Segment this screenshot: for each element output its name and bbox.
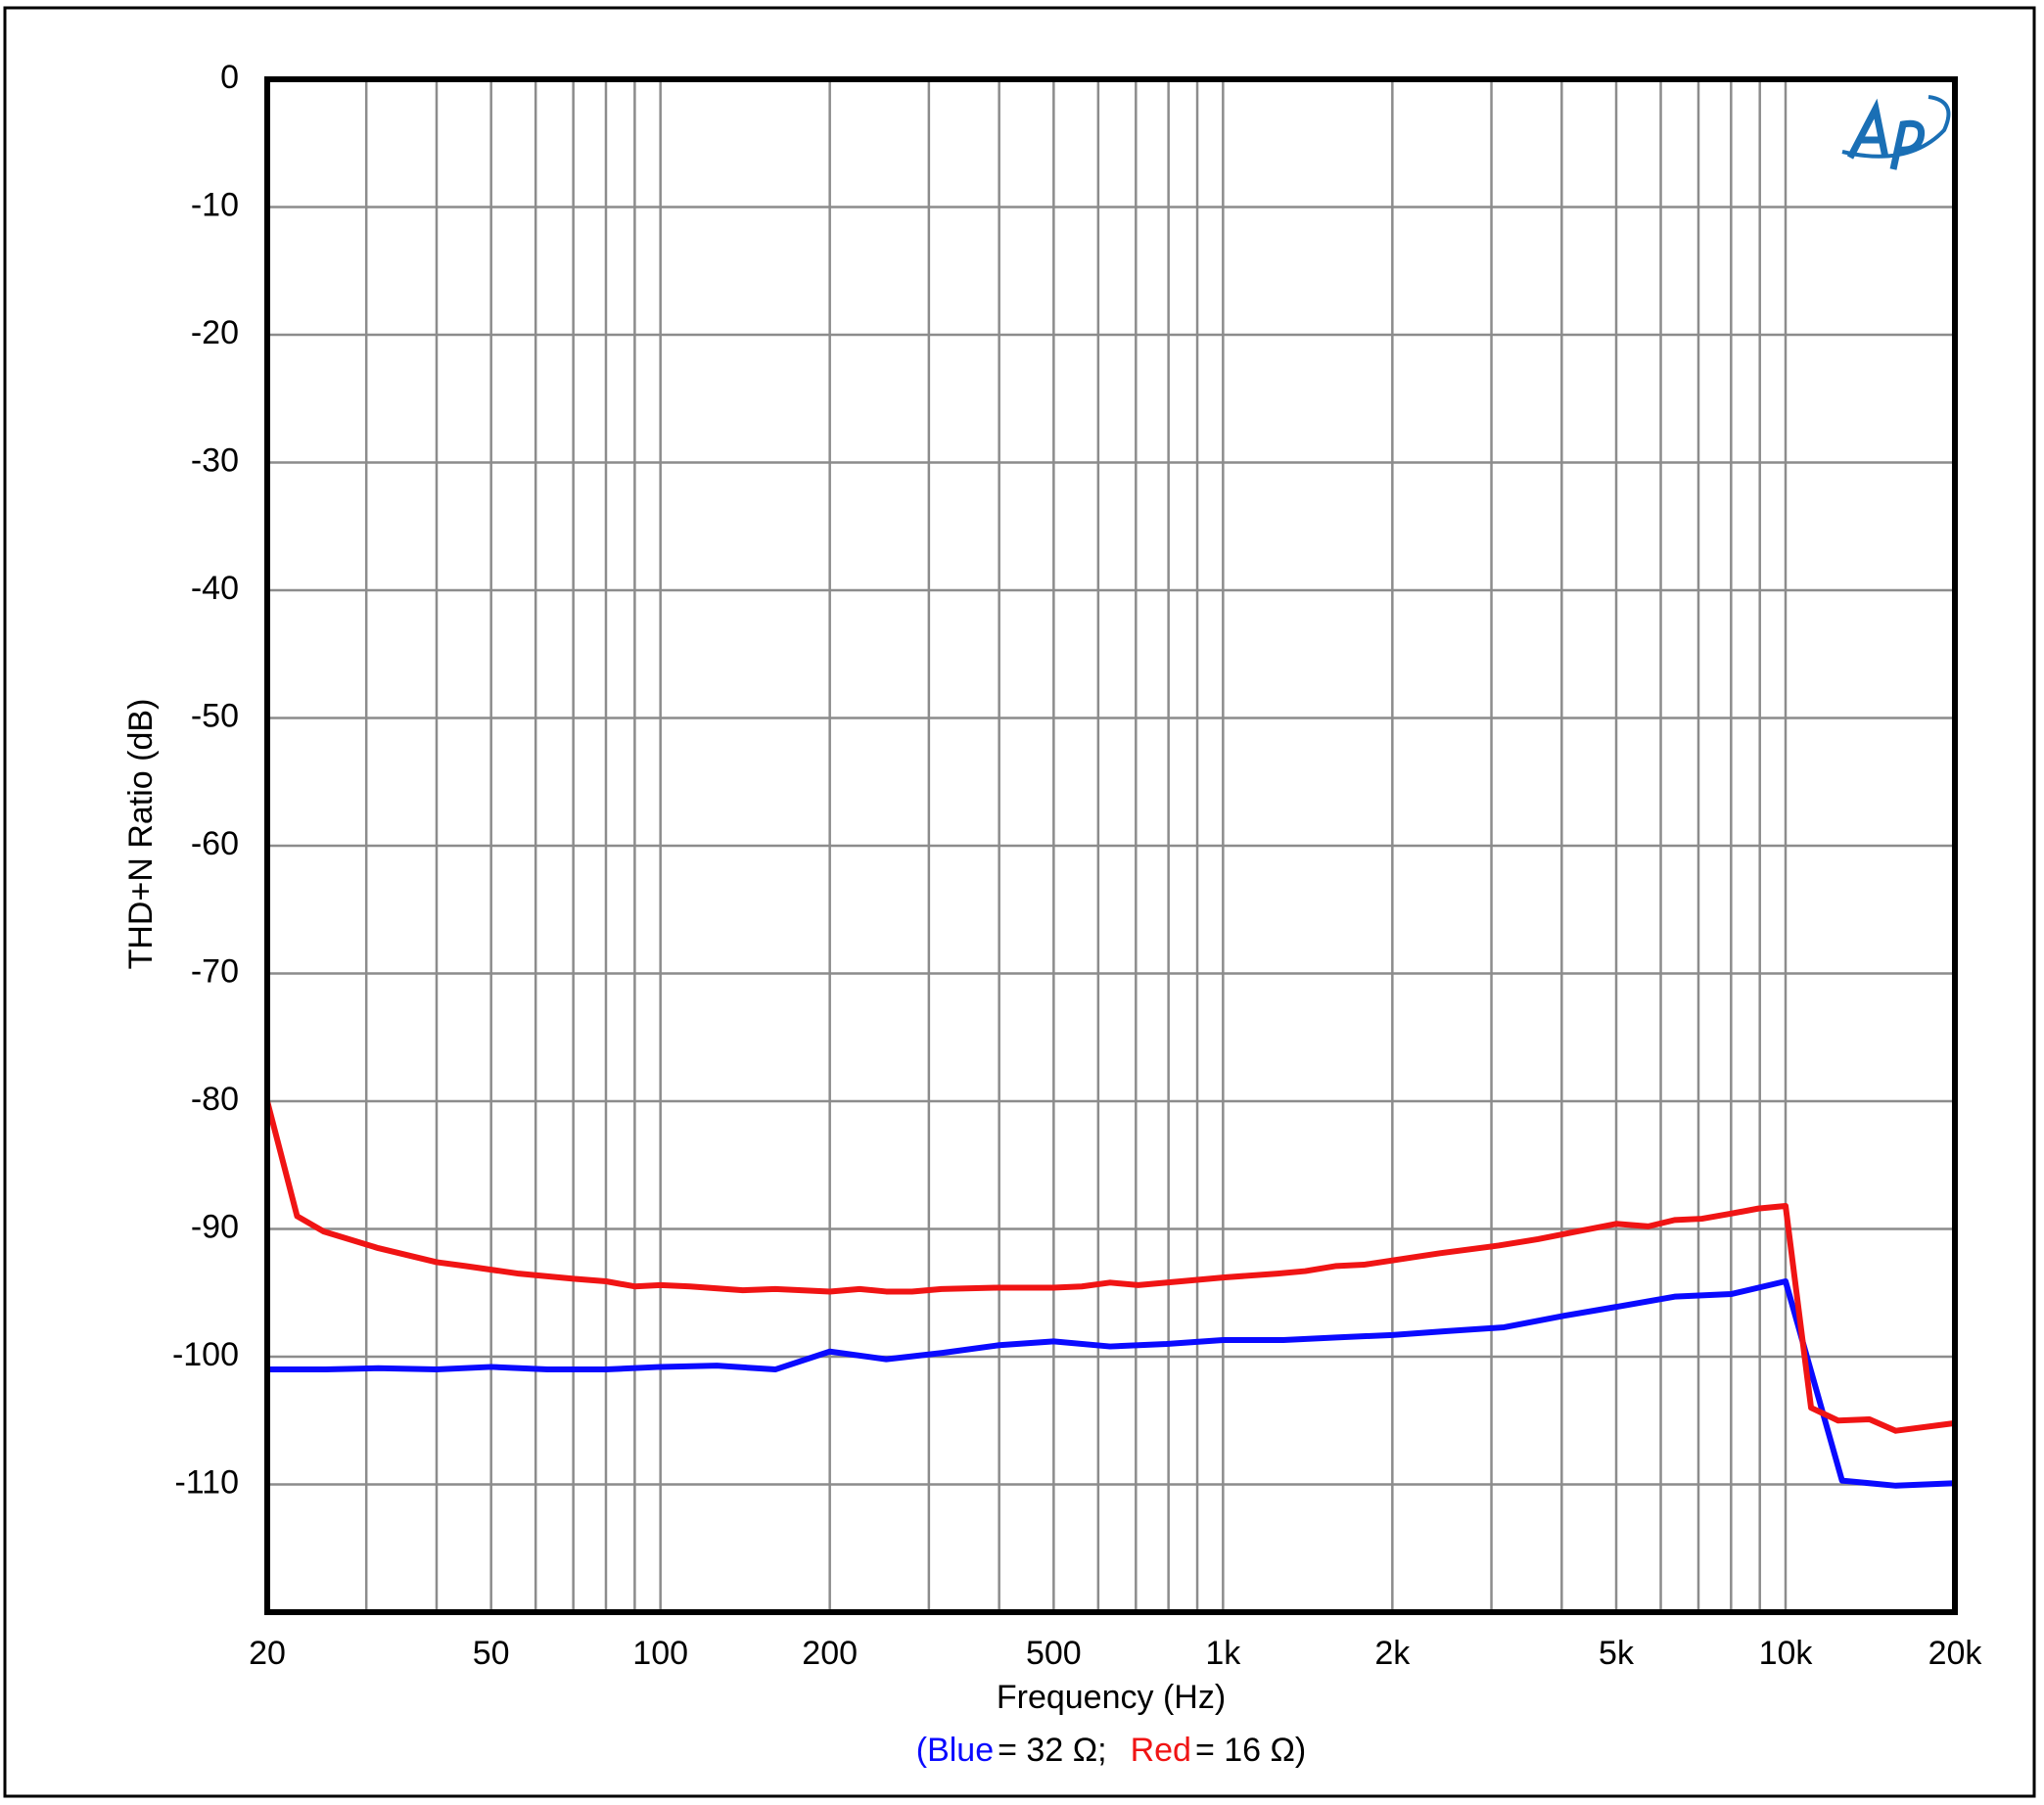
logo-swoosh	[1841, 95, 1951, 159]
legend-label: = 16 Ω)	[1195, 1732, 1306, 1769]
y-tick-label: -90	[191, 1208, 239, 1245]
legend-name: Red	[1131, 1732, 1191, 1769]
x-tick-label: 100	[632, 1635, 688, 1672]
x-tick-label: 50	[473, 1635, 510, 1672]
y-tick-label: -50	[191, 697, 239, 734]
logo-a	[1846, 98, 1889, 160]
y-tick-label: -110	[174, 1463, 239, 1501]
y-tick-label: -20	[191, 314, 239, 351]
series-line	[267, 1278, 1956, 1489]
y-tick-label: -30	[191, 441, 239, 479]
outer-frame	[3, 6, 2036, 1798]
y-tick-label: -40	[191, 570, 239, 607]
y-tick-label: -70	[191, 952, 239, 990]
y-axis-title: THD+N Ratio (dB)	[122, 699, 160, 970]
series-line	[264, 1100, 1956, 1434]
legend-label: = 32 Ω;	[998, 1732, 1106, 1769]
y-tick-label: -10	[191, 186, 239, 223]
y-tick-label: -100	[172, 1336, 239, 1373]
x-tick-label: 5k	[1599, 1635, 1635, 1672]
ap-logo	[1841, 95, 1951, 170]
x-tick-label: 2k	[1374, 1635, 1411, 1672]
x-tick-label: 1k	[1205, 1635, 1241, 1672]
x-tick-label: 500	[1026, 1635, 1082, 1672]
x-tick-label: 200	[802, 1635, 858, 1672]
x-axis-title: Frequency (Hz)	[997, 1679, 1226, 1716]
plot-frame	[264, 76, 1958, 1615]
legend: (Blue = 32 Ω; Red = 16 Ω)	[916, 1732, 1307, 1769]
plot-lines	[264, 1100, 1956, 1489]
y-tick-label: -60	[191, 825, 239, 862]
x-tick-label: 20k	[1928, 1635, 1983, 1672]
x-tick-label: 10k	[1759, 1635, 1814, 1672]
x-tick-label: 20	[249, 1635, 286, 1672]
y-tick-label: 0	[220, 59, 239, 96]
y-tick-label: -80	[191, 1081, 239, 1118]
logo-p	[1889, 119, 1926, 170]
legend-name: Blue	[927, 1732, 994, 1769]
legend-prefix: (	[916, 1732, 928, 1769]
